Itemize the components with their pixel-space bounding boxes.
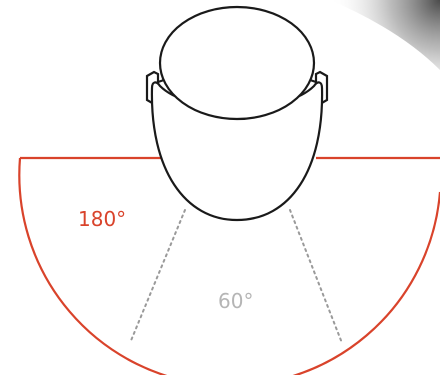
corner-shadow <box>330 0 440 70</box>
wide-angle-label: 180° <box>78 207 126 231</box>
narrow-field-left-line <box>129 209 186 344</box>
head-outline <box>145 5 329 222</box>
head-crown <box>158 5 316 121</box>
narrow-field-right-line <box>289 209 343 344</box>
narrow-angle-label: 60° <box>218 289 253 313</box>
face-shape <box>150 81 324 222</box>
wide-field-arc <box>18 156 440 375</box>
